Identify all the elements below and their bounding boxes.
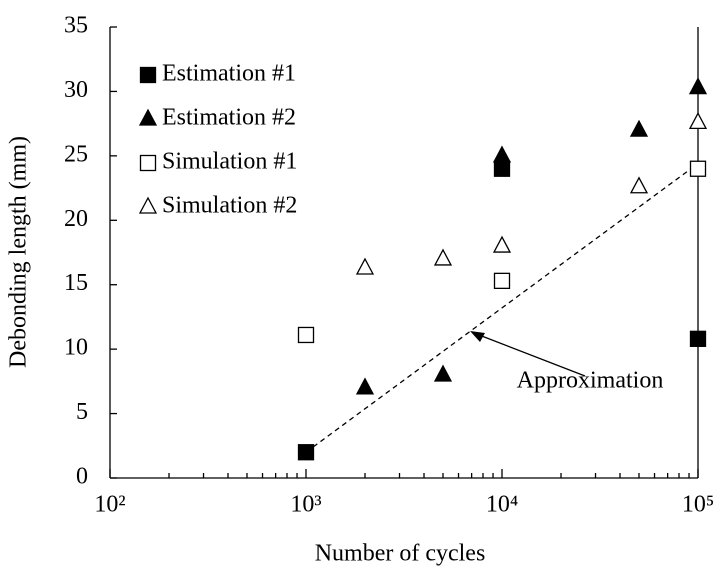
x-axis-label: Number of cycles (315, 541, 486, 567)
marker-square (297, 326, 315, 344)
x-tick-label: 10⁴ (486, 492, 518, 518)
legend-label: Estimation #2 (162, 105, 296, 131)
marker-square (493, 160, 511, 177)
marker-square (689, 330, 707, 347)
marker-triangle (688, 77, 708, 95)
x-tick-label: 10⁵ (682, 492, 714, 518)
marker-square (493, 272, 511, 289)
marker-triangle (629, 176, 649, 194)
legend-marker (138, 108, 158, 126)
legend-label: Simulation #2 (162, 193, 297, 219)
marker-square (689, 160, 707, 177)
y-tick-label: 0 (76, 464, 88, 490)
marker-square (297, 444, 315, 461)
y-tick-label: 35 (64, 13, 88, 39)
marker-triangle (433, 364, 453, 382)
legend-label: Estimation #1 (162, 61, 296, 87)
marker-triangle (492, 145, 512, 163)
marker-triangle (688, 111, 708, 130)
arrow-head (470, 331, 485, 342)
annotation: Approximation (517, 368, 664, 394)
y-tick-label: 5 (76, 399, 88, 425)
legend-label: Simulation #1 (162, 149, 297, 175)
x-tick-label: 10³ (290, 492, 321, 518)
y-tick-label: 15 (64, 270, 88, 296)
legend-marker (139, 154, 157, 172)
y-tick-label: 30 (64, 77, 88, 103)
marker-triangle (355, 377, 375, 395)
y-axis-label: Debonding length (mm) (6, 136, 32, 368)
annotation-arrow (473, 332, 586, 377)
x-tick-label: 10² (94, 492, 125, 518)
marker-triangle (629, 119, 649, 137)
y-tick-label: 20 (64, 206, 88, 232)
marker-triangle (492, 235, 512, 253)
marker-triangle (355, 257, 375, 275)
approximation-line (305, 163, 699, 453)
legend-marker (139, 66, 157, 84)
marker-triangle (433, 248, 453, 266)
y-tick-label: 10 (64, 335, 88, 361)
y-tick-label: 25 (64, 141, 88, 167)
legend-marker (138, 196, 158, 214)
